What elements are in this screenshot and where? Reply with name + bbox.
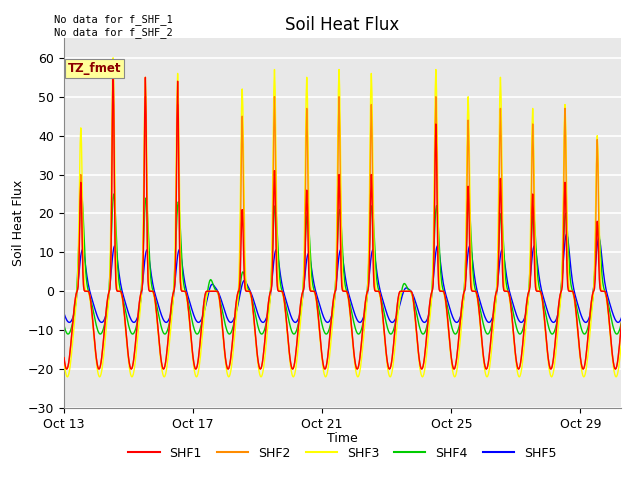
Legend: SHF1, SHF2, SHF3, SHF4, SHF5: SHF1, SHF2, SHF3, SHF4, SHF5	[124, 442, 561, 465]
Y-axis label: Soil Heat Flux: Soil Heat Flux	[12, 180, 25, 266]
X-axis label: Time: Time	[327, 432, 358, 445]
Text: TZ_fmet: TZ_fmet	[68, 62, 122, 75]
Title: Soil Heat Flux: Soil Heat Flux	[285, 16, 399, 34]
Text: No data for f_SHF_1
No data for f_SHF_2: No data for f_SHF_1 No data for f_SHF_2	[54, 14, 173, 38]
